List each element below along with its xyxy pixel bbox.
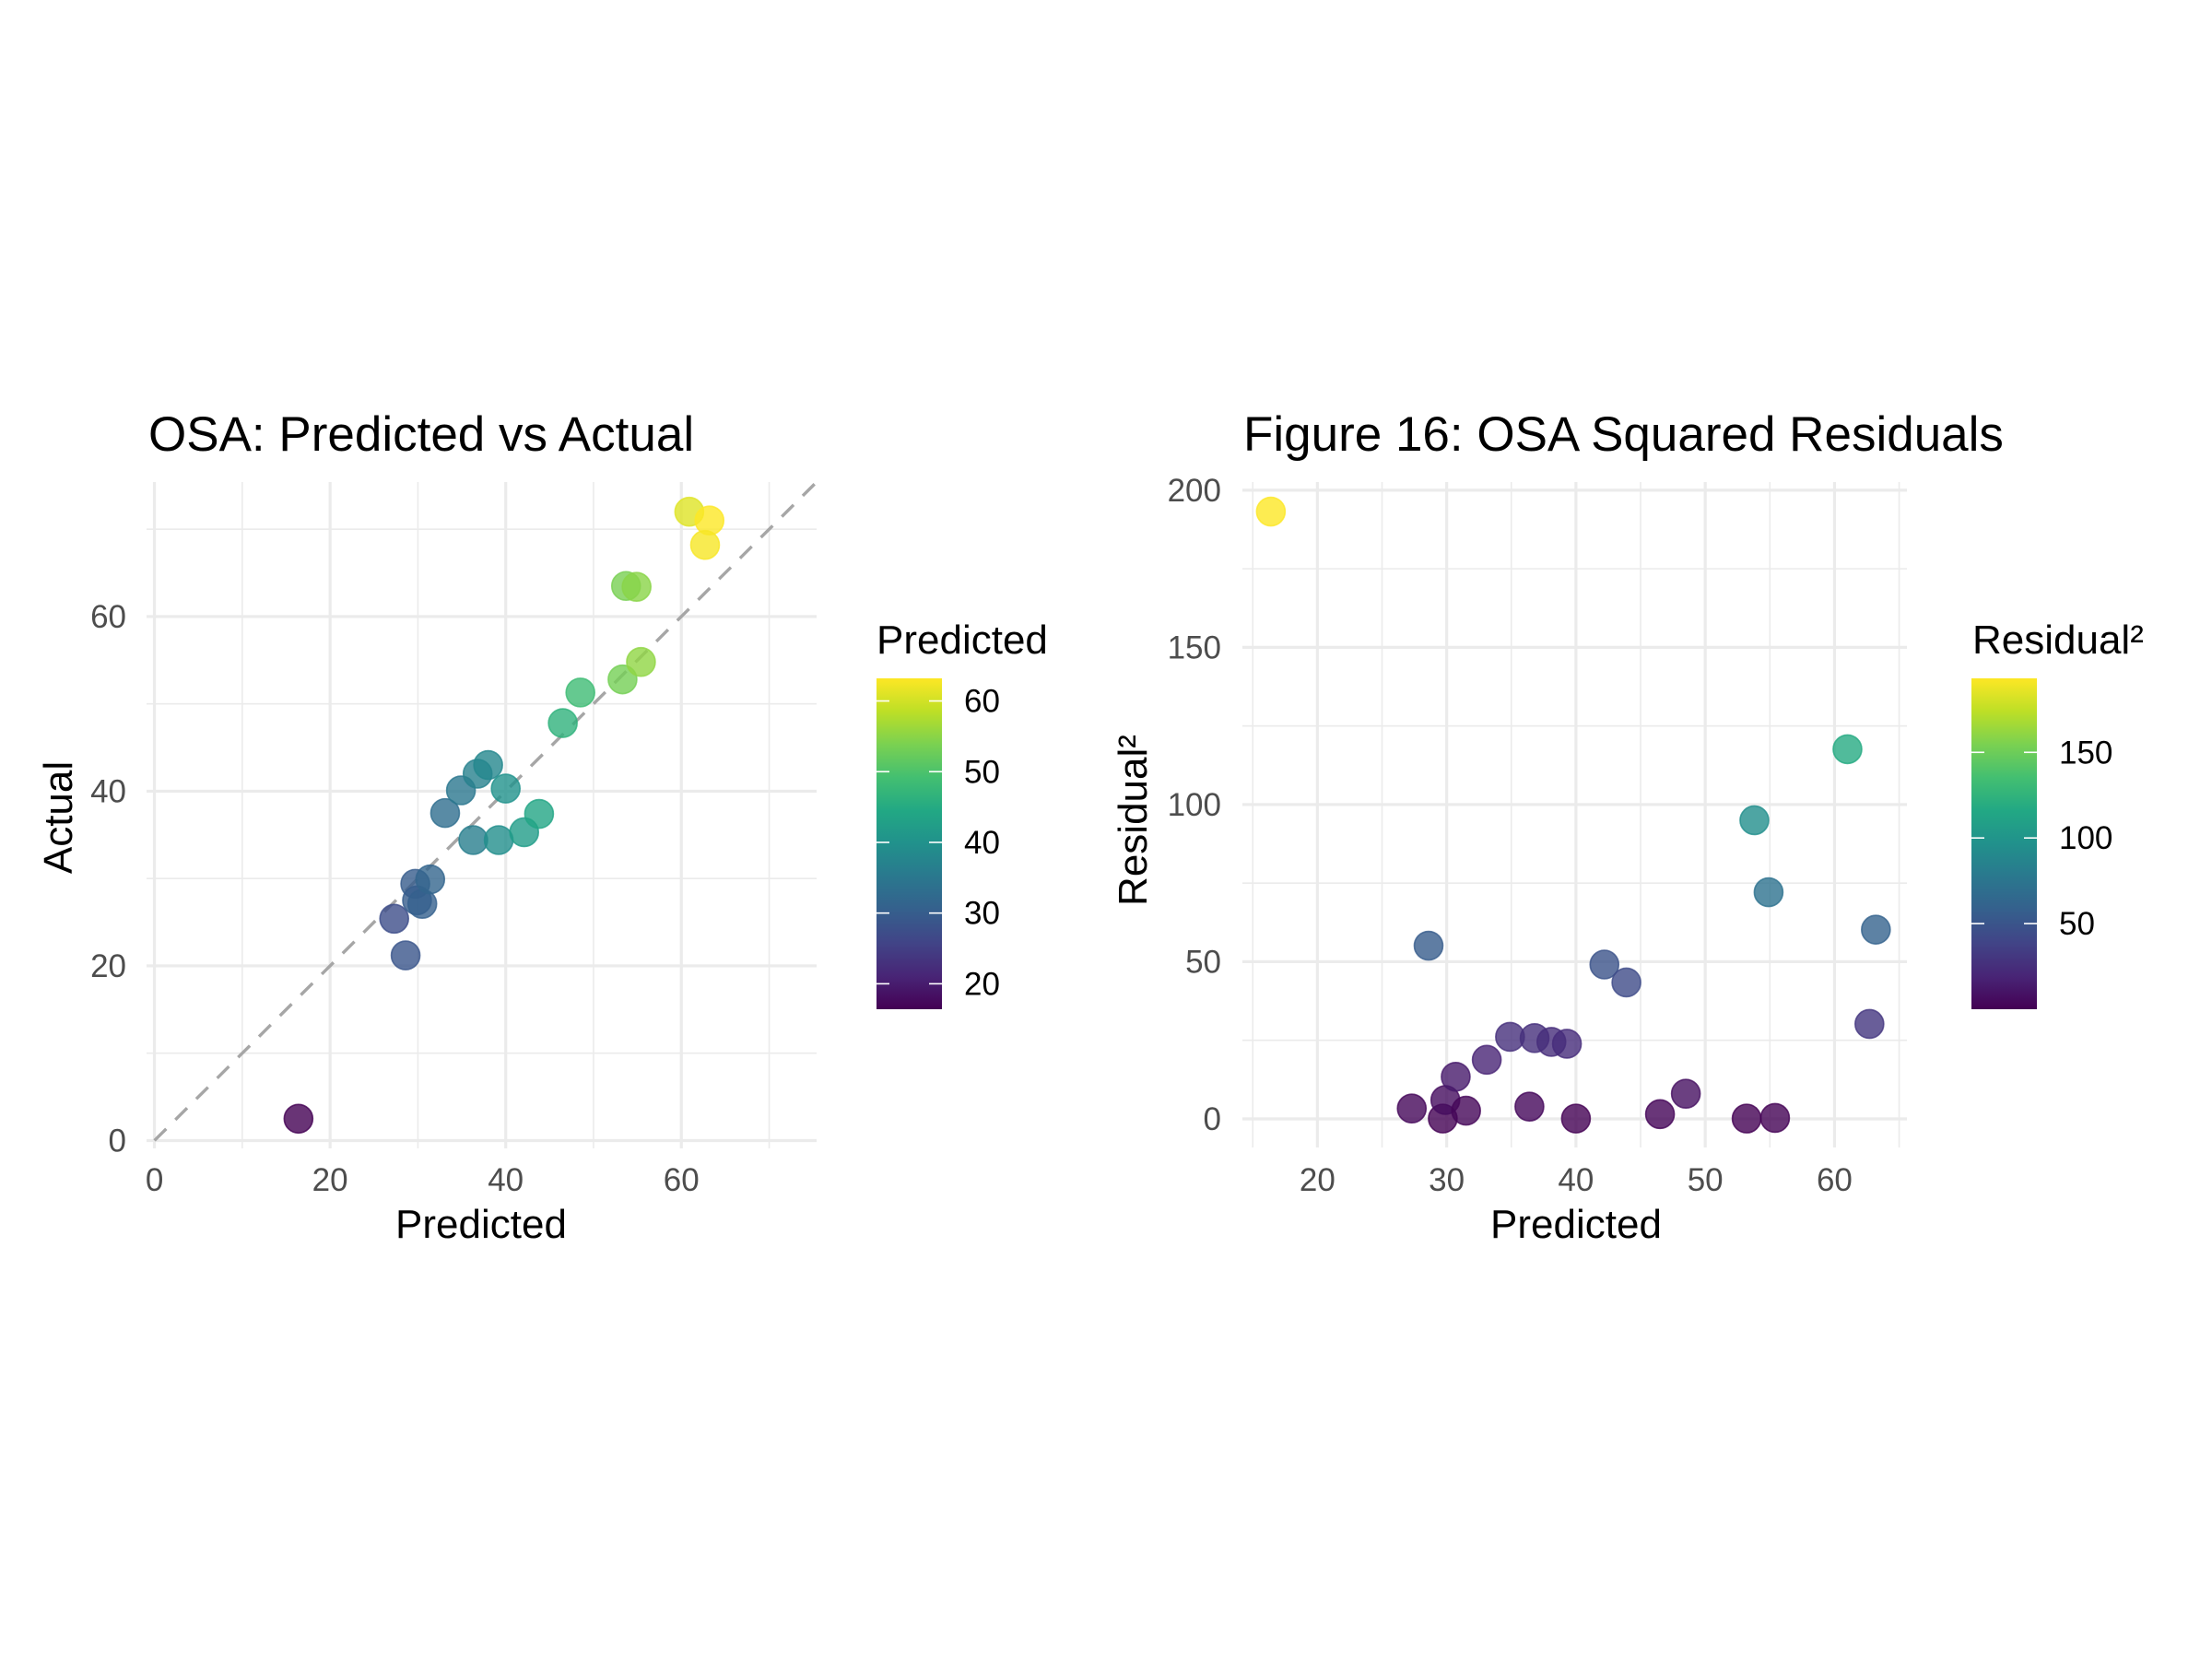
data-point: [283, 1103, 314, 1135]
data-point: [429, 797, 461, 829]
data-point: [1854, 1008, 1885, 1040]
predicted-vs-actual-plot: OSA: Predicted vs Actual 0 20 40 60 0 20 40 60…: [36, 407, 1048, 1247]
data-point: [1589, 949, 1620, 980]
scatter-points: [1255, 496, 1891, 1134]
x-tick-label: 40: [488, 1162, 524, 1198]
data-point: [547, 708, 578, 738]
data-point: [1739, 805, 1770, 836]
plot-title: OSA: Predicted vs Actual: [148, 407, 694, 462]
data-point: [1551, 1029, 1583, 1059]
x-tick-labels: 0 20 40 60: [146, 1162, 700, 1198]
y-tick-label: 200: [1168, 473, 1221, 509]
data-point: [689, 529, 721, 560]
x-tick-label: 60: [664, 1162, 700, 1198]
legend-tick-label: 20: [964, 966, 1000, 1002]
squared-residuals-plot: Figure 16: OSA Squared Residuals 20 30 40 5…: [1111, 407, 2144, 1247]
x-tick-label: 60: [1817, 1162, 1853, 1198]
data-point: [565, 677, 595, 708]
data-point: [473, 749, 503, 781]
y-axis-title: Actual: [36, 761, 81, 874]
data-point: [1731, 1103, 1762, 1134]
data-point: [1832, 734, 1863, 765]
data-point: [1413, 930, 1444, 961]
x-tick-labels: 20 30 40 50 60: [1300, 1162, 1853, 1198]
legend-tick-label: 50: [2059, 906, 2095, 942]
y-tick-label: 60: [90, 599, 126, 635]
identity-reference-line: [153, 480, 818, 1142]
data-point: [1611, 967, 1641, 998]
legend-tick-label: 100: [2059, 820, 2112, 856]
y-tick-labels: 0 20 40 60: [90, 599, 126, 1159]
legend-tick-label: 30: [964, 896, 1000, 932]
colorbar: [877, 678, 942, 1009]
data-point: [1255, 496, 1287, 527]
data-point: [1441, 1061, 1471, 1092]
data-point: [458, 825, 488, 855]
y-tick-label: 150: [1168, 629, 1221, 665]
data-point: [1396, 1093, 1428, 1124]
x-tick-label: 20: [312, 1162, 348, 1198]
x-tick-label: 40: [1558, 1162, 1594, 1198]
gridlines: [147, 482, 817, 1148]
x-tick-label: 30: [1429, 1162, 1465, 1198]
data-point: [1514, 1091, 1545, 1122]
scatter-points: [283, 496, 725, 1135]
plot-title: Figure 16: OSA Squared Residuals: [1243, 407, 2004, 462]
y-tick-label: 100: [1168, 787, 1221, 823]
x-tick-label: 20: [1300, 1162, 1335, 1198]
y-tick-label: 20: [90, 948, 126, 984]
data-point: [1451, 1095, 1481, 1126]
data-point: [1644, 1099, 1676, 1130]
data-point: [1759, 1102, 1791, 1134]
data-point: [490, 773, 522, 804]
legend-tick-label: 50: [964, 754, 1000, 790]
data-point: [483, 825, 514, 855]
data-point: [607, 664, 638, 695]
data-point: [694, 505, 725, 535]
color-legend: Residual² 50 100 150: [1971, 618, 2144, 1009]
x-tick-label: 0: [146, 1162, 163, 1198]
data-point: [626, 646, 656, 677]
data-point: [1861, 914, 1891, 945]
legend-ticks: 20 30 40 50 60: [877, 684, 1000, 1002]
gridlines: [1242, 482, 1907, 1147]
x-axis-title: Predicted: [1490, 1202, 1662, 1247]
y-tick-label: 0: [1204, 1101, 1221, 1137]
data-point: [379, 903, 409, 935]
legend-tick-label: 150: [2059, 735, 2112, 771]
data-point: [1670, 1078, 1701, 1109]
data-point: [1560, 1103, 1592, 1134]
legend-ticks: 50 100 150: [1971, 735, 2112, 942]
legend-tick-label: 40: [964, 825, 1000, 861]
data-point: [1753, 877, 1784, 908]
x-axis-title: Predicted: [395, 1202, 567, 1247]
color-legend: Predicted 20 30 40 50 60: [877, 618, 1048, 1009]
legend-title: Predicted: [877, 618, 1048, 663]
data-point: [390, 940, 421, 971]
colorbar: [1971, 678, 2037, 1009]
data-point: [415, 864, 446, 895]
data-point: [621, 571, 652, 603]
y-axis-title: Residual²: [1111, 735, 1156, 906]
x-tick-label: 50: [1688, 1162, 1724, 1198]
y-tick-label: 0: [109, 1123, 126, 1159]
y-tick-label: 50: [1185, 944, 1221, 980]
y-tick-label: 40: [90, 773, 126, 809]
legend-tick-label: 60: [964, 684, 1000, 720]
legend-title: Residual²: [1972, 618, 2144, 663]
data-point: [1471, 1044, 1502, 1076]
data-point: [524, 798, 555, 830]
y-tick-labels: 0 50 100 150 200: [1168, 473, 1221, 1137]
